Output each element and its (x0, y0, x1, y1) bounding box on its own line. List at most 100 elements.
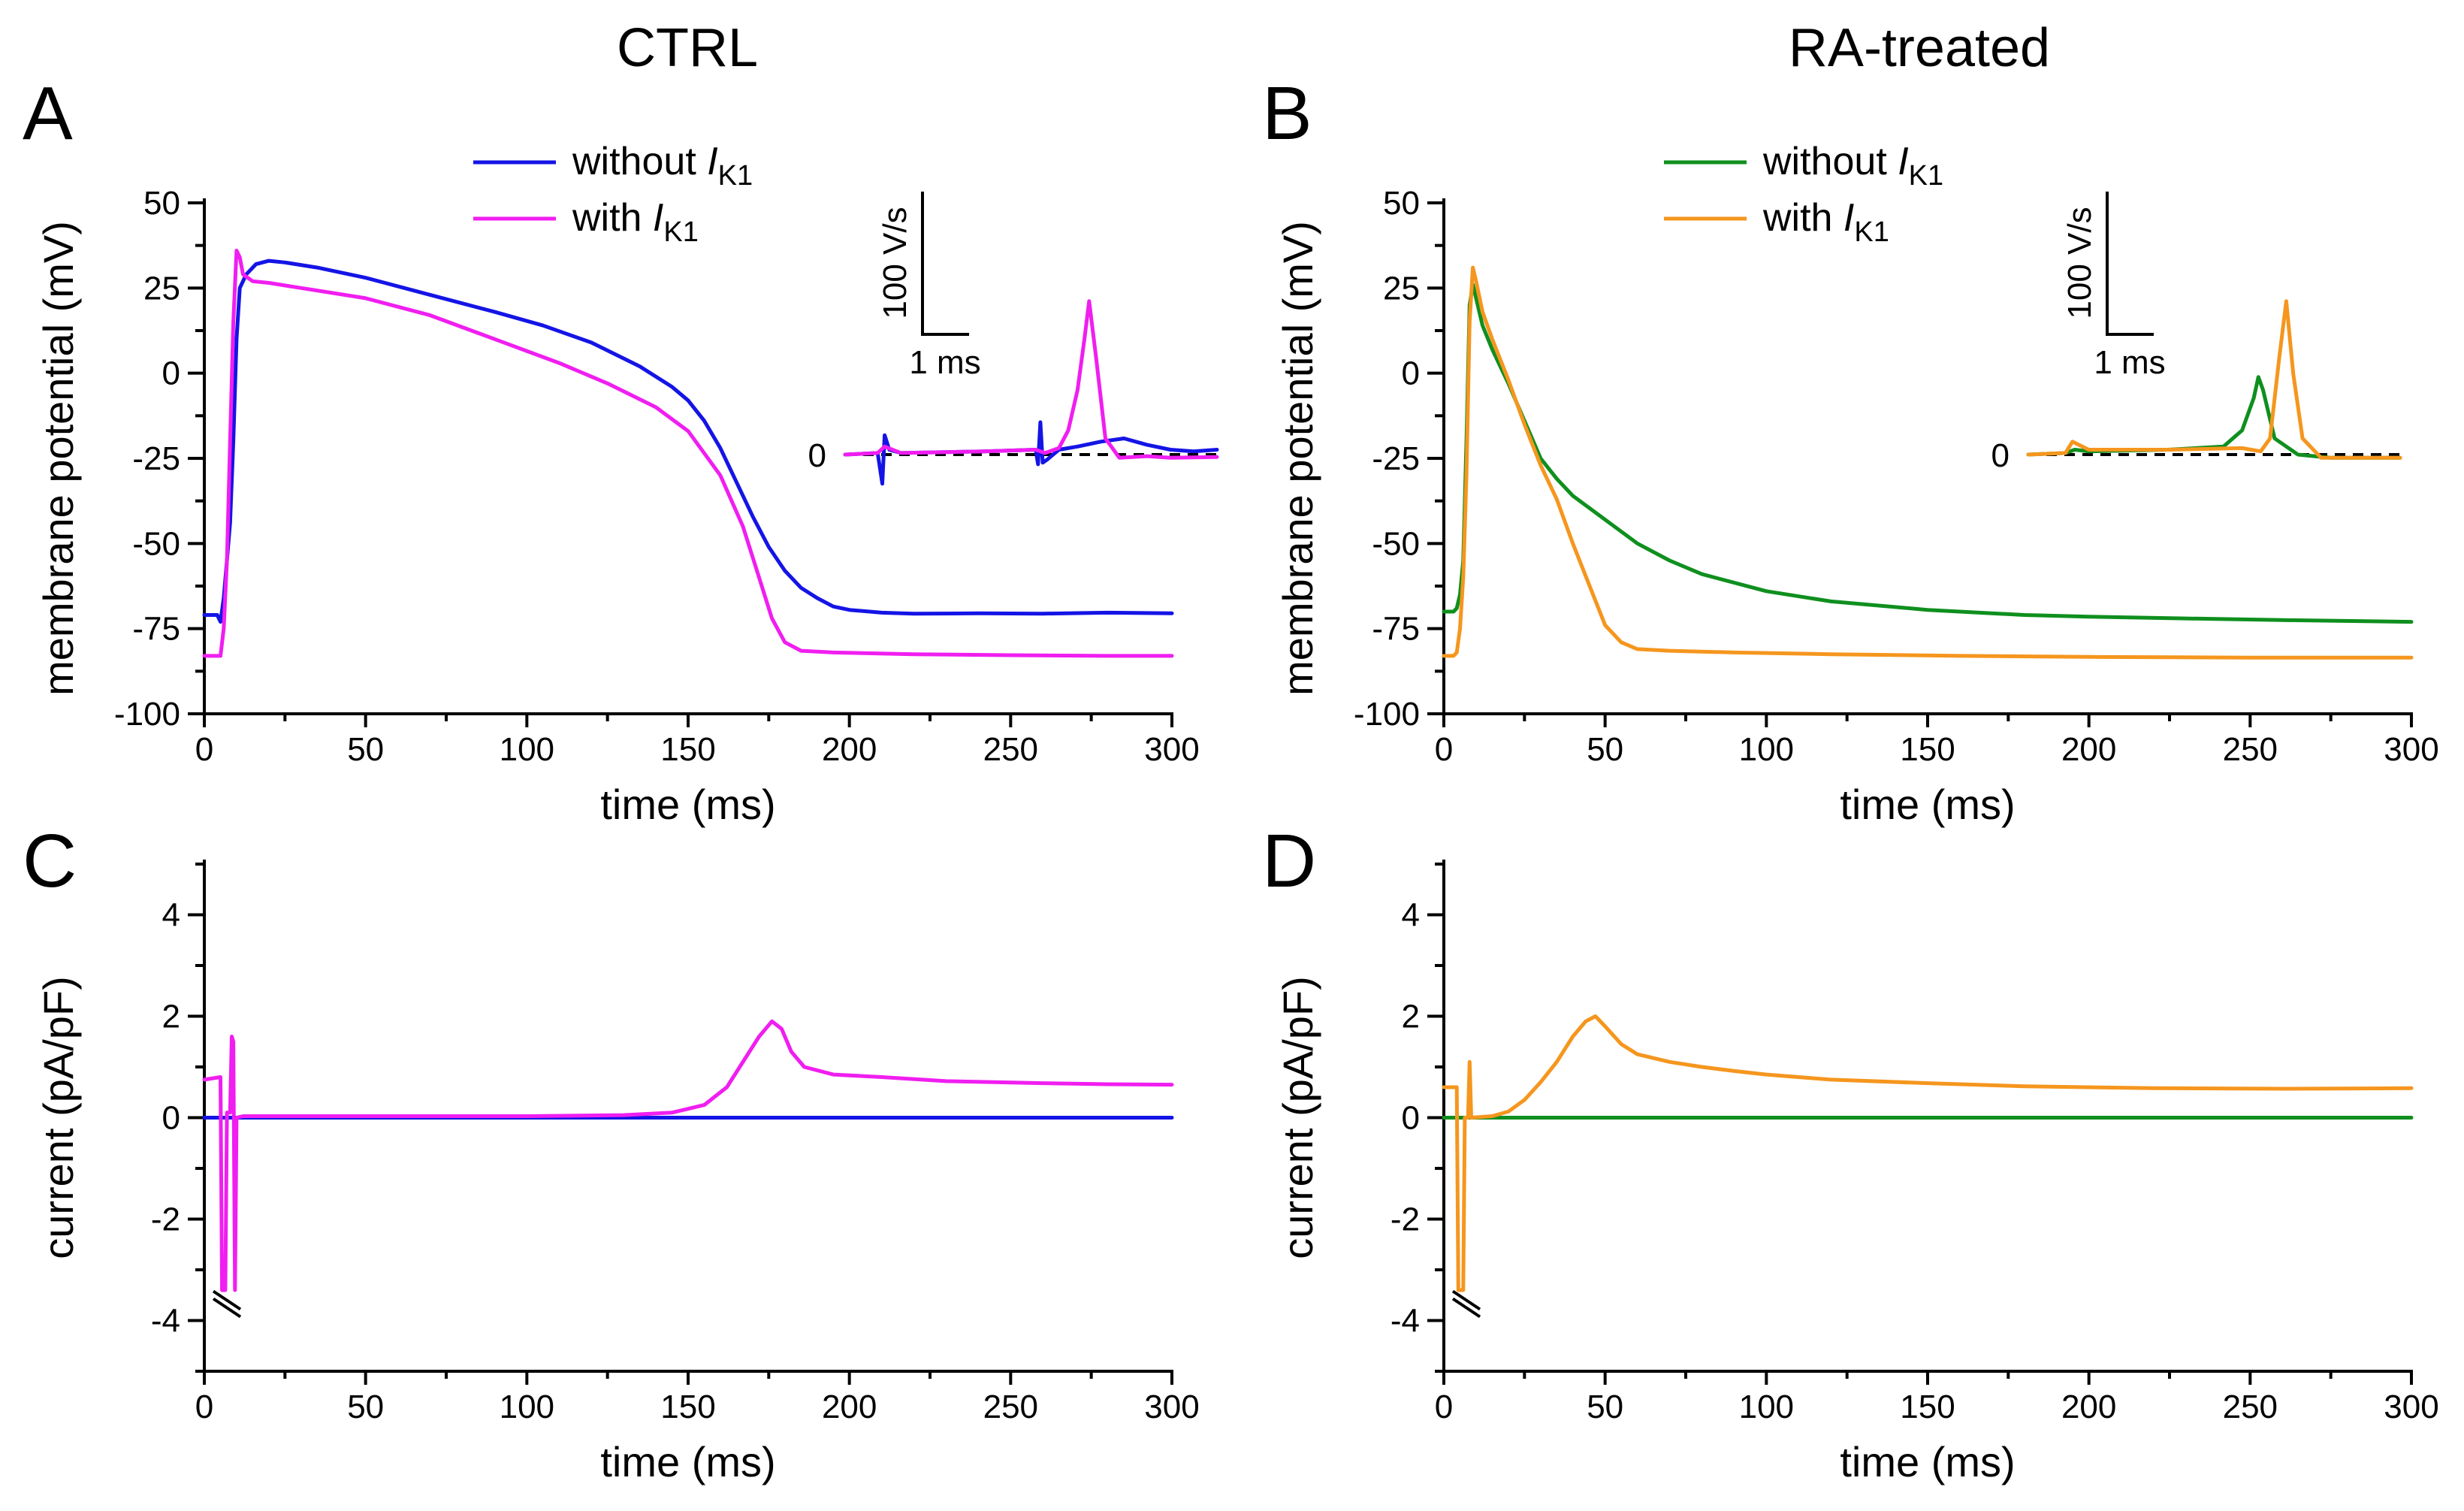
y-axis-title: current (pA/pF) (1274, 976, 1321, 1259)
inset-vertical-scale-label: 100 V/s (877, 207, 913, 319)
inset-zero-label: 0 (1991, 437, 2010, 474)
y-tick-label: 4 (162, 897, 180, 934)
x-tick-label: 100 (500, 731, 554, 768)
series-line-with-ik1 (202, 249, 1174, 658)
legend-label: with IK1 (1762, 196, 1889, 248)
y-tick-label: -100 (1354, 696, 1420, 733)
y-tick-label: 25 (1383, 270, 1420, 307)
y-tick-label: -25 (132, 440, 180, 477)
panel-letter-a: A (23, 71, 73, 156)
y-tick-label: 2 (162, 999, 180, 1035)
series-line-without-ik1 (202, 258, 1174, 624)
x-tick-label: 150 (1900, 731, 1955, 768)
x-tick-label: 0 (195, 1389, 213, 1425)
legend-label-subscript: K1 (1854, 216, 1889, 248)
x-tick-label: 0 (1435, 731, 1453, 768)
legend-label-subscript: K1 (663, 216, 698, 248)
y-axis-title: membrane potential (mV) (35, 221, 82, 696)
legend-label: without IK1 (572, 140, 753, 192)
inset-horizontal-scale-label: 1 ms (909, 344, 980, 381)
x-axis-title: time (ms) (600, 781, 775, 828)
series-line-with-ik1 (202, 1019, 1174, 1292)
legend-label: with IK1 (572, 196, 699, 248)
legend-label-symbol: I (1843, 196, 1854, 240)
x-tick-label: 150 (660, 1389, 715, 1425)
y-tick-label: -50 (1372, 525, 1420, 562)
series-line-with-ik1 (1442, 1014, 2414, 1292)
y-tick-label: -25 (1372, 440, 1420, 477)
panel-letter-b: B (1262, 71, 1312, 156)
y-tick-label: -4 (151, 1303, 180, 1340)
legend-label-subscript: K1 (1909, 160, 1943, 192)
x-tick-label: 250 (2223, 731, 2278, 768)
inset-vertical-scale-label: 100 V/s (2061, 207, 2098, 319)
x-tick-label: 150 (660, 731, 715, 768)
x-tick-label: 300 (1144, 1389, 1199, 1425)
inset-line-with-ik1 (2026, 299, 2402, 460)
y-tick-label: 50 (1383, 185, 1420, 222)
x-tick-label: 50 (347, 731, 384, 768)
y-tick-label: 0 (162, 1100, 180, 1137)
column-title-ra-treated: RA-treated (1789, 18, 2050, 78)
legend-label-subscript: K1 (718, 160, 753, 192)
axis-break-mark (212, 1297, 242, 1319)
x-tick-label: 200 (822, 731, 877, 768)
y-tick-label: -50 (132, 525, 180, 562)
x-tick-label: 0 (195, 731, 213, 768)
panel-letter-c: C (23, 819, 77, 903)
y-tick-label: -100 (114, 696, 180, 733)
panel-c: 0 50 100 150 200 250 300 -4 -2 0 2 4 time (ms) curren… (35, 860, 1200, 1485)
x-tick-label: 300 (2384, 731, 2438, 768)
legend-label-prefix: with (572, 196, 653, 240)
legend-label-symbol: I (707, 140, 717, 183)
y-tick-label: 25 (143, 270, 180, 307)
axis-break-mark (212, 1289, 242, 1311)
inset-line-without-ik1 (843, 420, 1219, 486)
x-tick-label: 100 (500, 1389, 554, 1425)
x-tick-label: 250 (983, 1389, 1038, 1425)
panel-letter-d: D (1262, 819, 1316, 903)
y-axis-title: membrane potential (mV) (1274, 221, 1321, 696)
y-tick-label: 0 (1402, 355, 1420, 392)
y-tick-label: -2 (1391, 1201, 1420, 1238)
y-tick-label: -4 (1391, 1303, 1420, 1340)
legend-label-prefix: without (572, 140, 707, 183)
x-axis-title: time (ms) (1840, 1438, 2015, 1485)
panel-b: 0 50 100 150 200 250 300 -100 -75 -50 -25 0 25 50 time… (1274, 140, 2439, 828)
legend-label-symbol: I (653, 196, 663, 240)
y-tick-label: -75 (132, 611, 180, 648)
legend-label-prefix: with (1762, 196, 1843, 240)
y-tick-label: 2 (1402, 999, 1420, 1035)
inset-line-without-ik1 (2026, 375, 2402, 460)
panel-d: 0 50 100 150 200 250 300 -4 -2 0 2 4 time (ms) curren… (1274, 860, 2439, 1485)
x-tick-label: 300 (2384, 1389, 2438, 1425)
inset-scale-bar (2106, 192, 2154, 336)
x-tick-label: 150 (1900, 1389, 1955, 1425)
y-tick-label: 0 (162, 355, 180, 392)
y-tick-label: -2 (151, 1201, 180, 1238)
x-tick-label: 250 (2223, 1389, 2278, 1425)
x-tick-label: 200 (822, 1389, 877, 1425)
x-tick-label: 200 (2061, 731, 2116, 768)
x-tick-label: 50 (347, 1389, 384, 1425)
x-tick-label: 100 (1739, 1389, 1794, 1425)
series-line-with-ik1 (1442, 265, 2414, 660)
x-tick-label: 50 (1587, 1389, 1623, 1425)
x-tick-label: 250 (983, 731, 1038, 768)
x-tick-label: 300 (1144, 731, 1199, 768)
x-axis-title: time (ms) (1840, 781, 2015, 828)
inset-scale-bar (921, 192, 969, 336)
x-tick-label: 0 (1435, 1389, 1453, 1425)
inset-line-with-ik1 (843, 299, 1219, 460)
legend-label-symbol: I (1898, 140, 1908, 183)
x-tick-label: 100 (1739, 731, 1794, 768)
y-tick-label: -75 (1372, 611, 1420, 648)
y-tick-label: 50 (143, 185, 180, 222)
legend-label: without IK1 (1762, 140, 1943, 192)
x-tick-label: 200 (2061, 1389, 2116, 1425)
y-tick-label: 4 (1402, 897, 1420, 934)
axis-break-mark (1451, 1289, 1481, 1311)
inset-zero-label: 0 (808, 437, 826, 474)
x-tick-label: 50 (1587, 731, 1623, 768)
